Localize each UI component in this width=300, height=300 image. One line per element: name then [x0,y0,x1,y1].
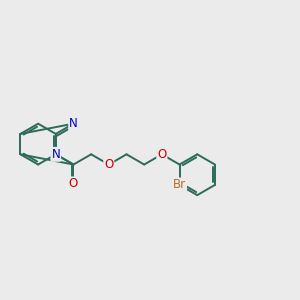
Text: N: N [51,148,60,161]
Text: Br: Br [173,178,186,191]
Text: N: N [69,117,78,130]
Text: O: O [69,177,78,190]
Text: O: O [157,148,167,161]
Text: O: O [104,158,113,171]
